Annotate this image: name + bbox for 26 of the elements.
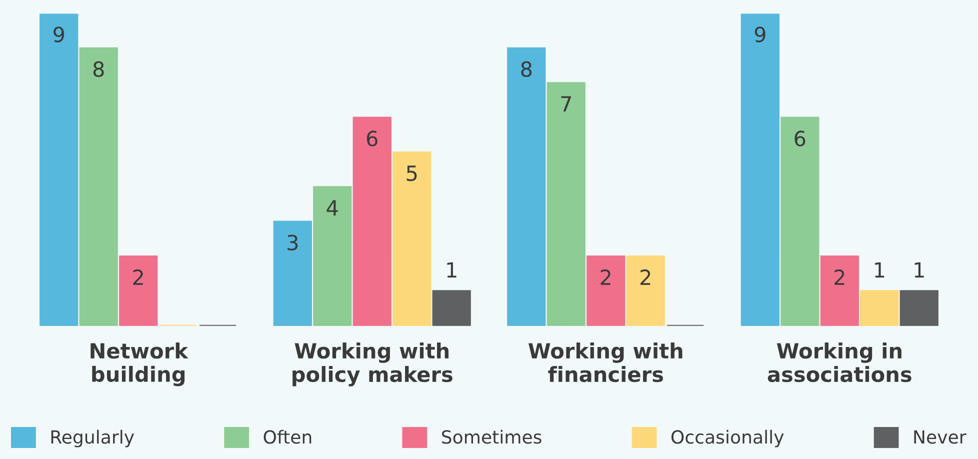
data-label: 2 — [133, 269, 143, 285]
data-label: 5 — [406, 166, 417, 182]
data-label: 9 — [54, 26, 64, 42]
x-tick-label: Network building — [90, 342, 188, 386]
data-label: 6 — [366, 130, 378, 146]
legend-label: Often — [264, 430, 312, 444]
x-tick-label: Working with policy makers — [292, 342, 452, 386]
x-tick-label: Working with financiers — [528, 342, 682, 382]
data-label: 2 — [640, 269, 650, 285]
data-label: 9 — [754, 26, 766, 42]
legend-label: Sometimes — [442, 430, 542, 444]
data-label: 8 — [93, 61, 104, 78]
data-label: 1 — [875, 262, 884, 278]
legend-label: Regularly — [51, 430, 134, 448]
data-label: 3 — [288, 234, 298, 250]
data-label: 7 — [561, 96, 571, 112]
data-label: 1 — [447, 262, 456, 278]
data-label: 6 — [794, 130, 806, 146]
data-label: 1 — [914, 262, 924, 278]
legend-label: Occasionally — [671, 430, 784, 448]
data-label: 4 — [326, 200, 338, 216]
data-label: 2 — [600, 269, 610, 285]
data-label: 2 — [834, 269, 844, 285]
data-label: 8 — [521, 61, 532, 78]
legend-label: Never — [914, 430, 966, 444]
x-tick-label: Working in associations — [768, 342, 912, 382]
